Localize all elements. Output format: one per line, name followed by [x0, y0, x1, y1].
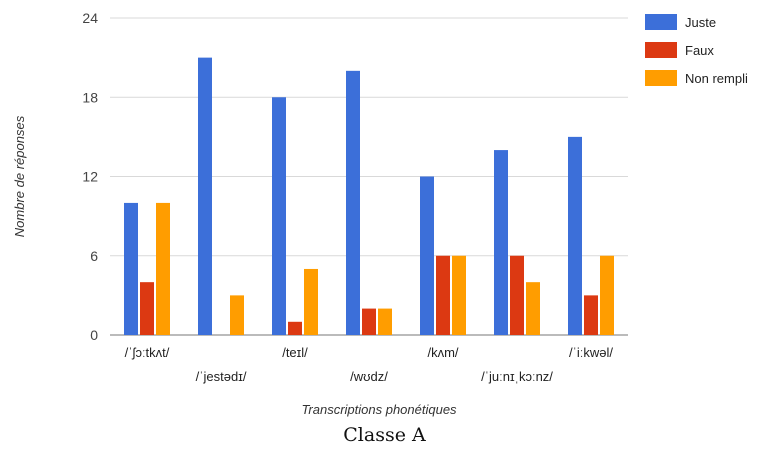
bar-juste — [124, 202, 138, 335]
bar-juste — [494, 150, 508, 335]
legend-label: Juste — [685, 15, 716, 30]
bar-non-rempli — [304, 268, 318, 335]
bar-faux — [510, 255, 524, 335]
x-tick-label: /ˈjestədɪ/ — [196, 369, 247, 384]
y-tick-label: 12 — [82, 169, 98, 185]
y-tick-label: 0 — [90, 327, 98, 343]
legend-swatch — [645, 70, 677, 86]
x-tick-label: /teɪl/ — [282, 345, 308, 360]
y-tick-label: 6 — [90, 248, 98, 264]
x-tick-label: /kʌm/ — [427, 345, 458, 360]
y-tick-label: 18 — [82, 89, 98, 105]
bar-non-rempli — [156, 202, 170, 335]
bar-non-rempli — [230, 295, 244, 335]
legend-label: Faux — [685, 43, 714, 58]
x-tick-label: /wʊdz/ — [350, 369, 388, 384]
x-axis-title: Transcriptions phonétiques — [301, 402, 457, 417]
bar-juste — [198, 57, 212, 335]
y-axis-title: Nombre de réponses — [12, 115, 27, 237]
bar-faux — [140, 282, 154, 335]
legend-label: Non rempli — [685, 71, 748, 86]
bar-non-rempli — [600, 255, 614, 335]
legend-swatch — [645, 42, 677, 58]
bar-non-rempli — [452, 255, 466, 335]
figure-caption: Classe A — [343, 424, 426, 446]
x-tick-label: /ˈjuːnɪˌkɔːnz/ — [481, 369, 553, 384]
bar-faux — [584, 295, 598, 335]
bar-faux — [288, 321, 302, 335]
bar-chart: 0 6 12 18 24/ˈʃɔːtkʌt/ /ˈjestədɪ/ /teɪl/ /wʊdz/… — [12, 10, 748, 417]
x-tick-label: /ˈʃɔːtkʌt/ — [125, 345, 170, 360]
bar-juste — [568, 136, 582, 335]
bar-juste — [346, 70, 360, 335]
bar-non-rempli — [526, 282, 540, 335]
bar-faux — [436, 255, 450, 335]
y-tick-label: 24 — [82, 10, 98, 26]
bar-faux — [362, 308, 376, 335]
legend-swatch — [645, 14, 677, 30]
x-tick-label: /ˈiːkwəl/ — [569, 345, 613, 360]
bar-juste — [272, 97, 286, 335]
bar-non-rempli — [378, 308, 392, 335]
bar-juste — [420, 176, 434, 335]
